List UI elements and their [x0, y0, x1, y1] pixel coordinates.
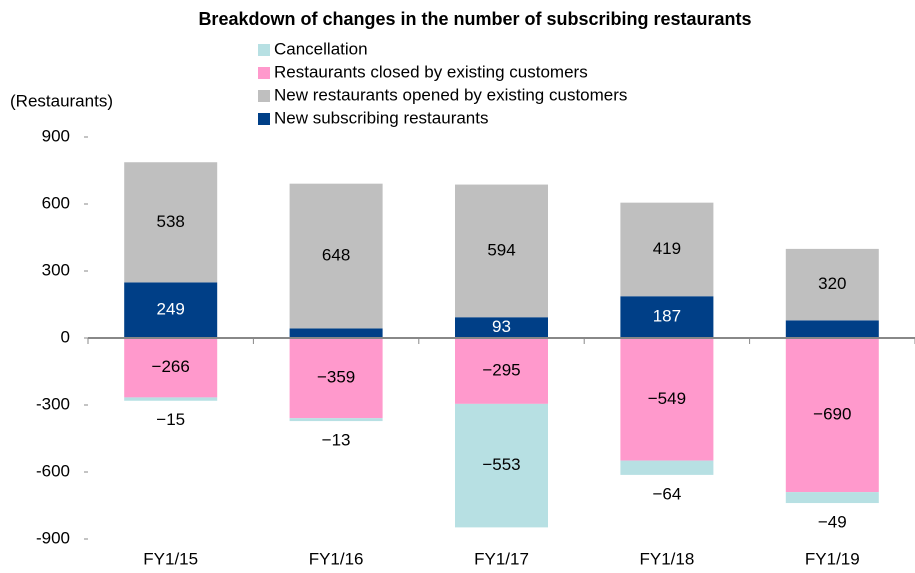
data-label: 249 [157, 300, 185, 319]
x-tick-label: FY1/16 [309, 549, 364, 568]
data-label: 93 [492, 317, 511, 336]
data-label: −549 [648, 389, 686, 408]
legend-label: Cancellation [274, 39, 368, 58]
x-tick-label: FY1/18 [639, 549, 694, 568]
data-label: −13 [322, 431, 351, 450]
data-label: 419 [653, 239, 681, 258]
bar-segment [289, 183, 383, 329]
bar-segment [620, 460, 714, 475]
y-tick-label: -300 [36, 394, 70, 413]
data-label: 594 [487, 240, 515, 259]
x-tick-label: FY1/17 [474, 549, 529, 568]
legend-swatch [258, 44, 270, 56]
y-tick-label: -600 [36, 461, 70, 480]
y-tick-label: 900 [42, 126, 70, 145]
bar-segment [124, 338, 218, 398]
y-axis-label: (Restaurants) [10, 91, 113, 110]
bar-segment [785, 492, 879, 504]
bar-segment [289, 328, 383, 338]
bar-segment [124, 397, 218, 401]
x-tick-label: FY1/15 [143, 549, 198, 568]
legend-label: New subscribing restaurants [274, 108, 488, 127]
legend-label: Restaurants closed by existing customers [274, 62, 588, 81]
bar-segment [620, 296, 714, 338]
y-tick-label: 600 [42, 193, 70, 212]
bar-segment [620, 202, 714, 297]
data-label: −359 [317, 368, 355, 387]
y-tick-label: 300 [42, 260, 70, 279]
bar-segment [620, 338, 714, 461]
y-tick-label: -900 [36, 528, 70, 547]
bar-segment [785, 338, 879, 493]
bar-segment [455, 338, 548, 404]
bar-segment [455, 317, 548, 338]
data-label: −553 [482, 455, 520, 474]
data-label: −49 [818, 513, 847, 532]
y-tick-label: 0 [61, 327, 70, 346]
bar-segment [785, 248, 879, 321]
legend-label: New restaurants opened by existing custo… [274, 85, 627, 104]
data-label: 320 [818, 274, 846, 293]
data-label: −295 [482, 360, 520, 379]
chart-title: Breakdown of changes in the number of su… [198, 9, 751, 29]
legend-swatch [258, 90, 270, 102]
legend-swatch [258, 113, 270, 125]
data-label: 187 [653, 307, 681, 326]
legend-swatch [258, 67, 270, 79]
data-label: 648 [322, 246, 350, 265]
x-tick-label: FY1/19 [805, 549, 860, 568]
bar-segment [124, 282, 218, 338]
data-label: −15 [156, 410, 185, 429]
data-label: −64 [652, 484, 681, 503]
bar-segment [124, 162, 218, 283]
bar-segment [455, 184, 548, 318]
bar-segment [785, 320, 879, 338]
data-label: 538 [157, 212, 185, 231]
data-label: −266 [152, 357, 190, 376]
data-label: −690 [813, 405, 851, 424]
bar-segment [289, 338, 383, 419]
bar-segment [455, 403, 548, 528]
bar-segment [289, 418, 383, 422]
